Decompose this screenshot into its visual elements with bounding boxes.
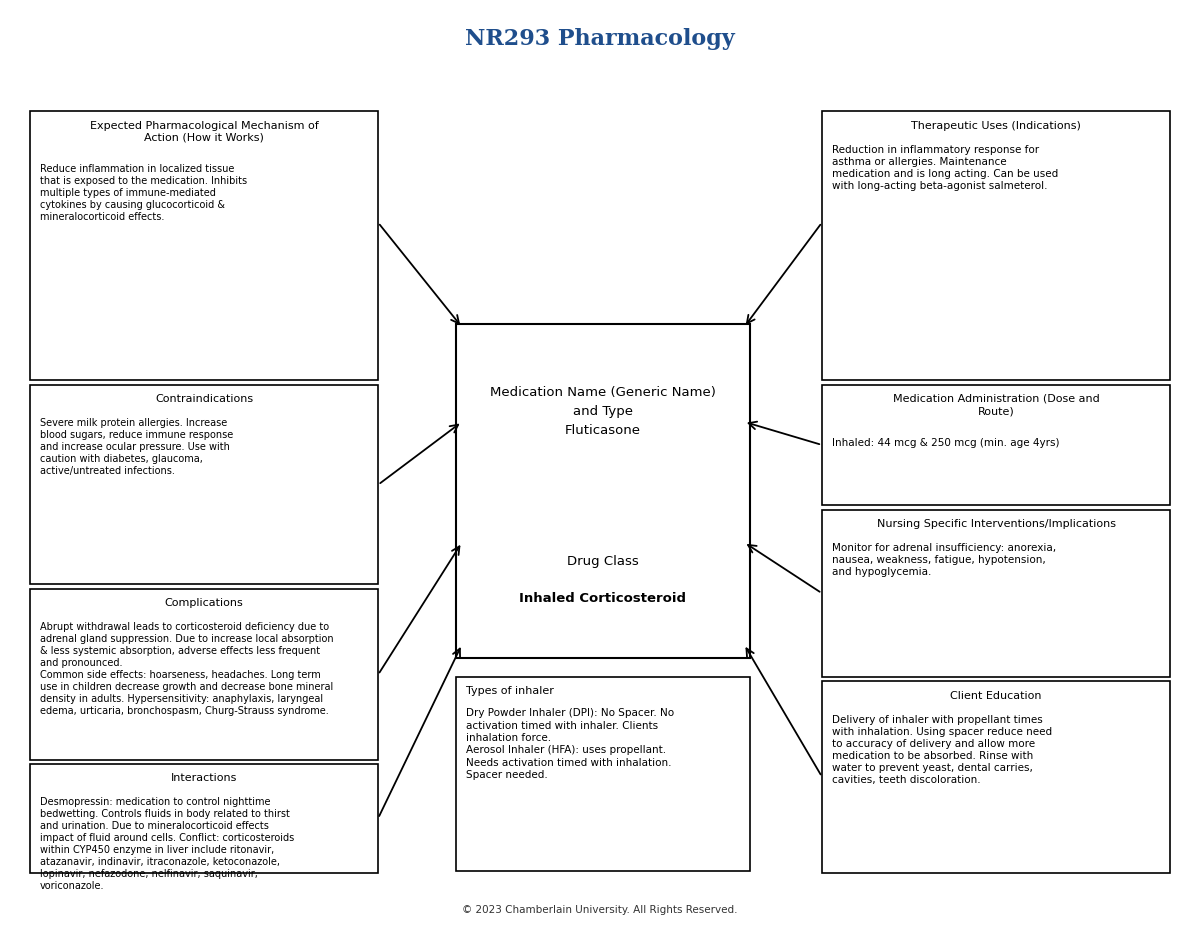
Bar <box>30 764 378 873</box>
Text: Expected Pharmacological Mechanism of
Action (How it Works): Expected Pharmacological Mechanism of Ac… <box>90 121 318 143</box>
Text: Monitor for adrenal insufficiency: anorexia,
nausea, weakness, fatigue, hypotens: Monitor for adrenal insufficiency: anore… <box>832 543 1056 578</box>
Bar <box>822 385 1170 505</box>
Text: Drug Class: Drug Class <box>568 555 638 568</box>
Text: Inhaled Corticosteroid: Inhaled Corticosteroid <box>520 591 686 604</box>
Text: Therapeutic Uses (Indications): Therapeutic Uses (Indications) <box>911 121 1081 131</box>
Text: Medication Name (Generic Name)
and Type
Fluticasone: Medication Name (Generic Name) and Type … <box>490 386 716 437</box>
Text: Delivery of inhaler with propellant times
with inhalation. Using spacer reduce n: Delivery of inhaler with propellant time… <box>832 715 1051 785</box>
Text: Contraindications: Contraindications <box>155 394 253 404</box>
Text: Reduce inflammation in localized tissue
that is exposed to the medication. Inhib: Reduce inflammation in localized tissue … <box>40 164 247 222</box>
Text: Client Education: Client Education <box>950 691 1042 701</box>
Text: Inhaled: 44 mcg & 250 mcg (min. age 4yrs): Inhaled: 44 mcg & 250 mcg (min. age 4yrs… <box>832 438 1060 448</box>
Text: Desmopressin: medication to control nighttime
bedwetting. Controls fluids in bod: Desmopressin: medication to control nigh… <box>40 797 294 891</box>
Text: Interactions: Interactions <box>170 773 238 783</box>
Text: Severe milk protein allergies. Increase
blood sugars, reduce immune response
and: Severe milk protein allergies. Increase … <box>40 418 233 476</box>
Text: © 2023 Chamberlain University. All Rights Reserved.: © 2023 Chamberlain University. All Right… <box>462 906 738 915</box>
Bar <box>822 111 1170 380</box>
Bar <box>30 111 378 380</box>
Bar <box>456 677 750 871</box>
Text: NR293 Pharmacology: NR293 Pharmacology <box>466 28 734 50</box>
Text: Dry Powder Inhaler (DPI): No Spacer. No
activation timed with inhaler. Clients
i: Dry Powder Inhaler (DPI): No Spacer. No … <box>466 708 673 781</box>
Text: Medication Administration (Dose and
Route): Medication Administration (Dose and Rout… <box>893 394 1099 416</box>
Text: Abrupt withdrawal leads to corticosteroid deficiency due to
adrenal gland suppre: Abrupt withdrawal leads to corticosteroi… <box>40 622 334 716</box>
Bar <box>822 510 1170 677</box>
Bar <box>456 324 750 658</box>
Text: Complications: Complications <box>164 598 244 608</box>
Text: Types of inhaler: Types of inhaler <box>466 686 553 696</box>
Bar <box>30 385 378 584</box>
Bar <box>822 681 1170 873</box>
Bar <box>30 589 378 760</box>
Text: Reduction in inflammatory response for
asthma or allergies. Maintenance
medicati: Reduction in inflammatory response for a… <box>832 145 1058 191</box>
Text: Nursing Specific Interventions/Implications: Nursing Specific Interventions/Implicati… <box>876 519 1116 529</box>
